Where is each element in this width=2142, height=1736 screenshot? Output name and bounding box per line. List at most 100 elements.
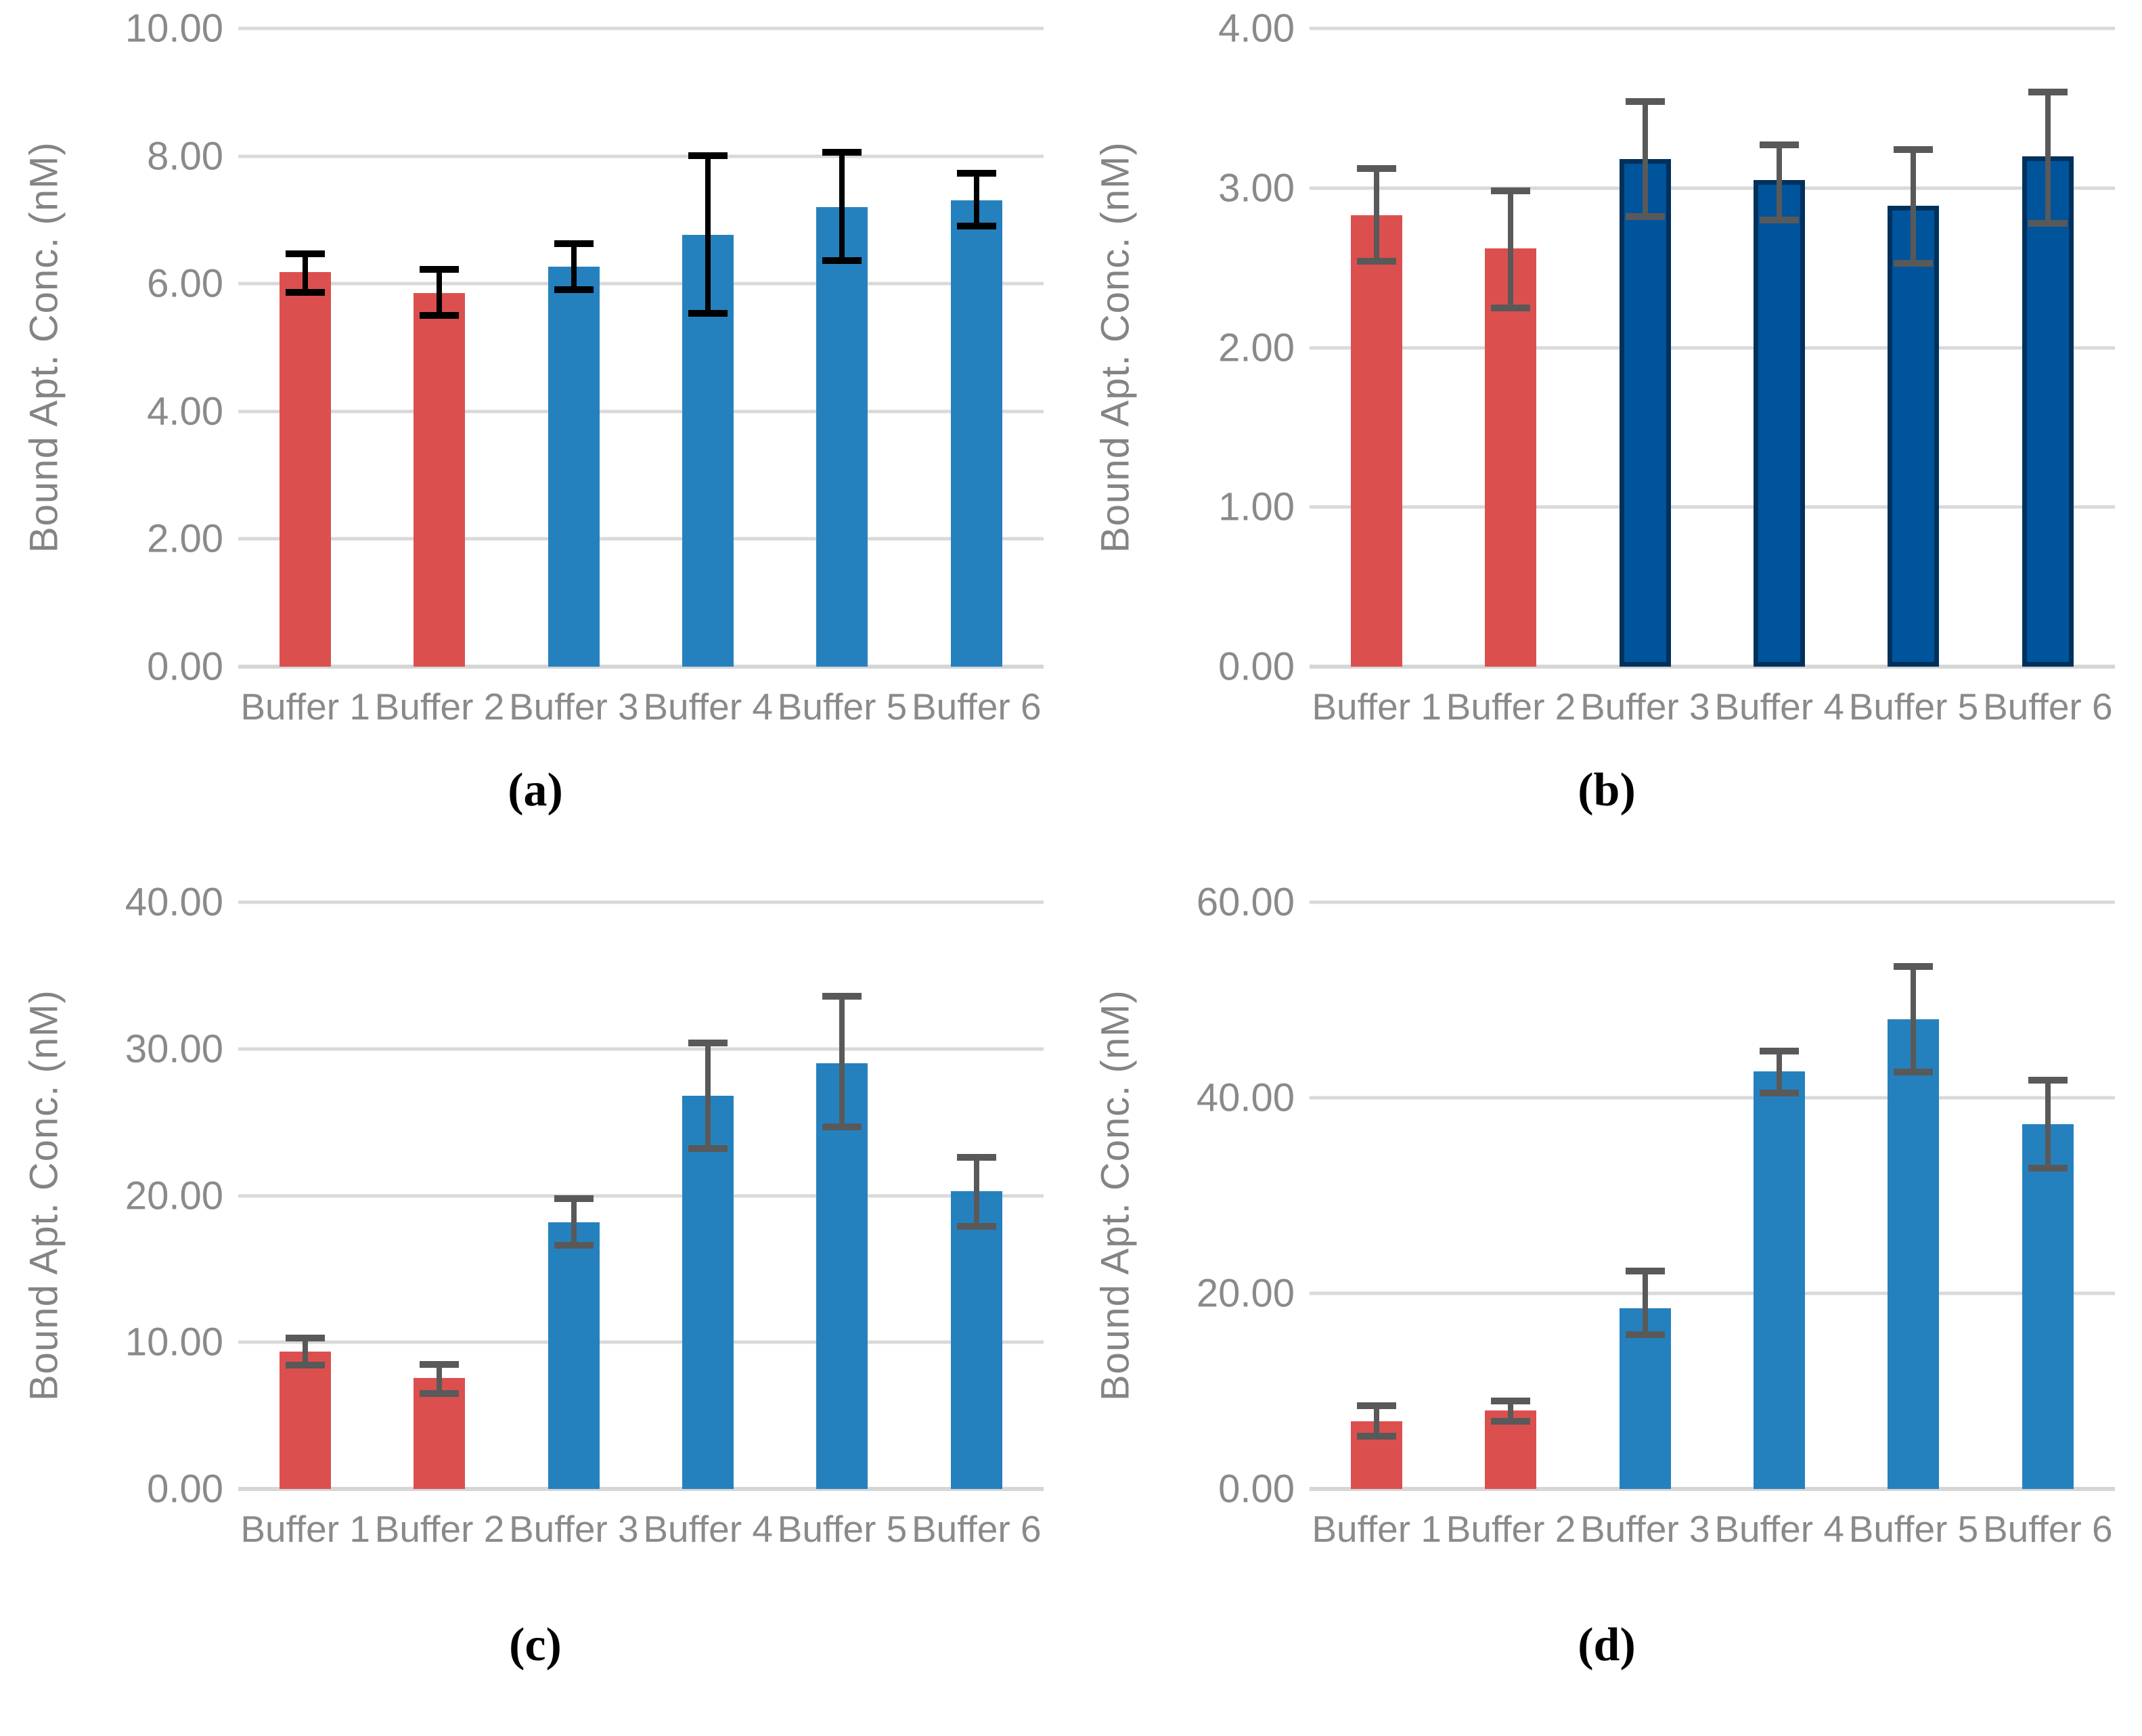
bar-slot xyxy=(910,28,1044,667)
y-tick-label: 4.00 xyxy=(1218,6,1295,51)
bar-slot xyxy=(507,902,641,1489)
x-tick-label: Buffer 1 xyxy=(1312,686,1442,728)
y-tick-label: 0.00 xyxy=(1218,1467,1295,1511)
bar-buffer-6 xyxy=(2022,156,2074,667)
error-bar xyxy=(571,1198,577,1246)
bar-slot xyxy=(1846,28,1980,667)
x-tick-label: Buffer 4 xyxy=(643,686,773,728)
gridline xyxy=(238,537,1044,541)
error-cap-top xyxy=(1491,187,1531,195)
y-tick-label: 30.00 xyxy=(125,1027,223,1071)
y-axis-title: Bound Apt. Conc. (nM) xyxy=(1093,989,1138,1402)
error-cap-top xyxy=(286,250,326,257)
error-cap-top xyxy=(420,266,460,273)
error-cap-top xyxy=(286,1334,326,1341)
error-cap-bottom xyxy=(822,257,862,265)
x-tick-label: Buffer 3 xyxy=(509,686,639,728)
error-cap-top xyxy=(1894,146,1934,154)
error-cap-bottom xyxy=(1357,258,1397,265)
error-cap-top xyxy=(822,992,862,1000)
bar-slot xyxy=(1846,902,1980,1489)
error-cap-top xyxy=(956,170,996,177)
y-tick-label: 1.00 xyxy=(1218,485,1295,529)
error-cap-bottom xyxy=(1894,1069,1934,1076)
panel-caption: (a) xyxy=(508,764,563,816)
x-axis-tick-labels: Buffer 1 Buffer 2 Buffer 3 Buffer 4 Buffer 5… xyxy=(238,1507,1044,1551)
error-bar xyxy=(1374,169,1380,262)
error-cap-bottom xyxy=(420,1390,460,1398)
y-axis-title: Bound Apt. Conc. (nM) xyxy=(1093,141,1138,554)
error-cap-bottom xyxy=(1625,213,1665,221)
bar-slot xyxy=(775,28,909,667)
error-bar xyxy=(437,1364,443,1394)
error-cap-bottom xyxy=(1760,1089,1800,1096)
error-cap-bottom xyxy=(554,1242,594,1249)
error-cap-bottom xyxy=(688,309,728,317)
bar-buffer-6 xyxy=(950,200,1002,667)
panel-d: Bound Apt. Conc. (nM) 0.00 20.00 40.00 60.0… xyxy=(1071,868,2142,1736)
gridline xyxy=(1310,665,2115,669)
x-tick-label: Buffer 6 xyxy=(911,1508,1042,1550)
plot-area-d xyxy=(1310,900,2115,1491)
bar-buffer-6 xyxy=(2022,1124,2074,1489)
bar-buffer-2 xyxy=(1485,248,1537,667)
bar-buffer-4 xyxy=(682,1096,734,1489)
error-cap-bottom xyxy=(956,1223,996,1230)
error-cap-top xyxy=(1625,98,1665,106)
y-tick-label: 40.00 xyxy=(125,880,223,925)
bar-slot xyxy=(1578,28,1712,667)
error-cap-top xyxy=(1357,165,1397,173)
error-cap-bottom xyxy=(822,1123,862,1130)
bar-slot xyxy=(641,902,775,1489)
y-tick-label: 20.00 xyxy=(1196,1271,1295,1316)
panel-caption: (b) xyxy=(1578,764,1636,816)
bar-buffer-5 xyxy=(1888,205,1940,667)
bar-slot xyxy=(507,28,641,667)
y-tick-label: 0.00 xyxy=(1218,644,1295,689)
y-axis-tick-labels: 0.00 20.00 40.00 60.00 xyxy=(1144,881,1304,1511)
error-bar xyxy=(303,1337,309,1365)
gridline xyxy=(238,1047,1044,1051)
x-tick-label: Buffer 2 xyxy=(374,1508,505,1550)
error-bar xyxy=(437,269,443,316)
y-axis-tick-labels: 0.00 1.00 2.00 3.00 4.00 xyxy=(1144,7,1304,689)
error-cap-top xyxy=(2028,1077,2068,1084)
gridline xyxy=(1310,26,2115,30)
bar-buffer-4 xyxy=(1754,1071,1806,1489)
gridline xyxy=(238,665,1044,669)
gridline xyxy=(1310,1487,2115,1491)
error-cap-bottom xyxy=(688,1145,728,1153)
bar-slot xyxy=(238,902,372,1489)
error-cap-top xyxy=(1491,1397,1531,1404)
bar-buffer-5 xyxy=(816,207,868,667)
x-tick-label: Buffer 4 xyxy=(1714,686,1844,728)
x-axis-tick-labels: Buffer 1 Buffer 2 Buffer 3 Buffer 4 Buffer 5… xyxy=(1310,1507,2115,1551)
error-cap-bottom xyxy=(1625,1331,1665,1338)
x-tick-label: Buffer 2 xyxy=(1446,1508,1576,1550)
error-cap-top xyxy=(1760,1047,1800,1054)
error-bar xyxy=(1508,191,1514,308)
bar-slot xyxy=(775,902,909,1489)
error-bar xyxy=(1777,145,1783,220)
y-axis-title: Bound Apt. Conc. (nM) xyxy=(22,989,66,1402)
x-tick-label: Buffer 5 xyxy=(777,686,908,728)
error-cap-top xyxy=(822,148,862,156)
error-bar xyxy=(1911,966,1917,1073)
bar-buffer-2 xyxy=(414,293,466,667)
x-tick-label: Buffer 6 xyxy=(1982,1508,2113,1550)
x-tick-label: Buffer 5 xyxy=(1848,686,1979,728)
error-cap-bottom xyxy=(1491,304,1531,311)
x-tick-label: Buffer 3 xyxy=(509,1508,639,1550)
error-bar xyxy=(839,996,845,1127)
y-tick-label: 4.00 xyxy=(147,389,223,434)
bar-buffer-1 xyxy=(280,1352,332,1489)
y-tick-label: 2.00 xyxy=(147,516,223,561)
error-cap-bottom xyxy=(2028,1165,2068,1172)
error-cap-top xyxy=(2028,89,2068,96)
bar-slot xyxy=(372,28,506,667)
gridline xyxy=(1310,505,2115,509)
bar-buffer-3 xyxy=(548,1222,600,1489)
error-cap-top xyxy=(554,240,594,247)
bar-buffer-1 xyxy=(1351,215,1403,667)
bar-slot xyxy=(910,902,1044,1489)
